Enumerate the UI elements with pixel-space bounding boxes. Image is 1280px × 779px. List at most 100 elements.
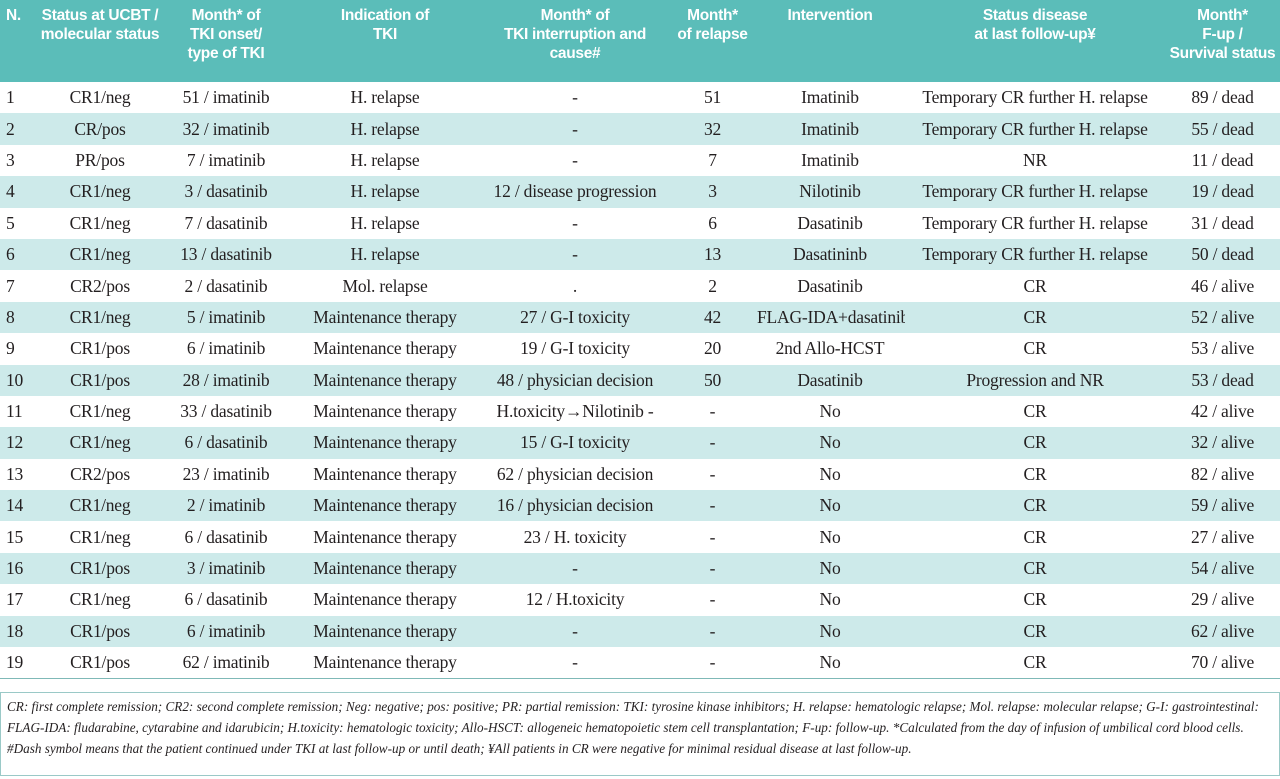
table-cell: Temporary CR further H. relapse <box>905 238 1165 271</box>
table-cell: 3 / dasatinib <box>162 176 290 208</box>
footnote: CR: first complete remission; CR2: secon… <box>0 692 1280 776</box>
table-cell: Temporary CR further H. relapse <box>922 212 1148 233</box>
table-cell: CR <box>905 615 1165 648</box>
table-cell: 46 / alive <box>1190 275 1255 296</box>
table-cell: 27 / G-I toxicity <box>480 301 670 334</box>
table-cell: Imatinib <box>801 87 859 108</box>
table-row: 6 CR1/neg 13 / dasatinib H. relapse -13 Dasat… <box>0 238 1280 271</box>
table-row: 13 CR2/pos 23 / imatinib Maintenance therap… <box>0 459 1280 490</box>
column-header: Intervention <box>755 0 905 82</box>
header-line: TKI onset/ <box>190 26 262 43</box>
table-cell: 52 / alive <box>1165 301 1280 334</box>
table-cell: 15 <box>6 526 24 547</box>
table-cell: 12 / disease progression <box>480 176 670 208</box>
table-cell: 53 / alive <box>1190 338 1255 359</box>
table-cell: CR <box>1023 401 1047 422</box>
table-cell: 19 <box>0 647 38 680</box>
table-cell: 3 <box>6 149 15 170</box>
table-cell: Maintenance therapy <box>290 647 480 680</box>
table-cell: CR1/neg <box>69 212 131 233</box>
table-row: 15 CR1/neg 6 / dasatinib Maintenance therap… <box>0 521 1280 552</box>
table-cell: Maintenance therapy <box>313 401 457 422</box>
table-cell: Maintenance therapy <box>290 301 480 334</box>
table-cell: 5 / imatinib <box>162 301 290 334</box>
table-cell: CR1/neg <box>38 176 162 208</box>
header-line: Month* of <box>540 7 610 24</box>
table-cell: Imatinib <box>755 113 905 145</box>
table-cell: 15 / G-I toxicity <box>480 427 670 459</box>
table-cell: Dasatininb <box>755 238 905 271</box>
table-cell: 2 <box>708 275 717 296</box>
table-cell: Maintenance therapy <box>313 463 457 484</box>
table-cell: Dasatinib <box>755 364 905 396</box>
table-cell: 6 <box>708 212 717 233</box>
table-cell: No <box>755 490 905 522</box>
table-cell: 29 / alive <box>1190 589 1255 610</box>
header-line: F-up / <box>1202 26 1243 43</box>
table-row: 1 CR1/neg 51 / imatinib H. relapse - 51 Imatin… <box>0 82 1280 113</box>
table-cell: CR2/pos <box>70 463 130 484</box>
table-cell: 42 / alive <box>1190 401 1255 422</box>
table-cell: - <box>670 490 755 522</box>
table-cell: FLAG-IDA+dasatinib <box>755 301 905 334</box>
table-cell: - <box>480 615 670 648</box>
table-cell: 62 / physician decision <box>496 463 654 484</box>
table-cell: 7 <box>6 275 15 296</box>
table-cell: Maintenance therapy <box>290 427 480 459</box>
column-header: Status at UCBT / molecular status <box>38 0 162 82</box>
table-cell: 6 / imatinib <box>186 338 266 359</box>
table-cell: CR <box>905 490 1165 522</box>
table-cell: 5 <box>6 212 15 233</box>
table-cell: H.toxicity→Nilotinib - <box>496 401 654 422</box>
table-cell: CR1/pos <box>38 647 162 680</box>
table-cell: - <box>709 401 716 422</box>
header-line: type of TKI <box>187 45 265 62</box>
header-line: molecular status <box>40 26 160 43</box>
data-table: N. Status at UCBT / molecular status Month*… <box>0 0 1280 680</box>
header-line: of relapse <box>677 26 748 43</box>
table-cell: 53 / dead <box>1165 364 1280 396</box>
table-cell: 6 / dasatinib <box>184 526 268 547</box>
table-cell: 1 <box>6 87 15 108</box>
table-cell: 59 / alive <box>1165 490 1280 522</box>
table-cell: Maintenance therapy <box>313 338 457 359</box>
column-header: Indication of TKI <box>290 0 480 82</box>
table-cell: H. relapse <box>350 87 420 108</box>
table-cell: - <box>480 238 670 271</box>
table-cell: Progression and NR <box>905 364 1165 396</box>
table-cell: 12 / H.toxicity <box>525 589 625 610</box>
table-cell: 10 <box>0 364 38 396</box>
table-cell: Maintenance therapy <box>290 364 480 396</box>
table-cell: 42 <box>670 301 755 334</box>
table-row: 8 CR1/neg 5 / imatinib Maintenance therapy 2… <box>0 301 1280 334</box>
table-cell: H. relapse <box>290 238 480 271</box>
table-cell: CR1/neg <box>38 427 162 459</box>
table-cell: 3 <box>670 176 755 208</box>
table-cell: 13 <box>670 238 755 271</box>
table-cell: Maintenance therapy <box>313 526 457 547</box>
table-cell: - <box>670 552 755 585</box>
table-cell: 12 <box>0 427 38 459</box>
table-cell: CR/pos <box>38 113 162 145</box>
table-cell: 51 / imatinib <box>182 87 270 108</box>
table-row: 19 CR1/pos 62 / imatinib Maintenance therap… <box>0 647 1280 680</box>
table-cell: 70 / alive <box>1165 647 1280 680</box>
table-cell: 28 / imatinib <box>162 364 290 396</box>
table-cell: . <box>572 275 578 296</box>
table-cell: 6 / dasatinib <box>184 589 268 610</box>
table-cell: CR1/pos <box>38 552 162 585</box>
table-cell: No <box>755 427 905 459</box>
table-cell: H. relapse <box>290 113 480 145</box>
header-line: Month* <box>1197 7 1248 24</box>
table-cell: CR1/pos <box>70 338 130 359</box>
table-cell: Maintenance therapy <box>290 552 480 585</box>
table-cell: 16 / physician decision <box>480 490 670 522</box>
header-row: N. Status at UCBT / molecular status Month*… <box>0 0 1280 82</box>
table-cell: 7 / dasatinib <box>184 212 268 233</box>
header-line: Indication of <box>340 7 430 24</box>
table-cell: CR1/neg <box>69 401 131 422</box>
table-cell: 31 / dead <box>1191 212 1254 233</box>
table-row: 2 CR/pos 32 / imatinib H. relapse -32 Imatini… <box>0 113 1280 145</box>
table-cell: No <box>755 615 905 648</box>
table-cell: 82 / alive <box>1190 463 1255 484</box>
